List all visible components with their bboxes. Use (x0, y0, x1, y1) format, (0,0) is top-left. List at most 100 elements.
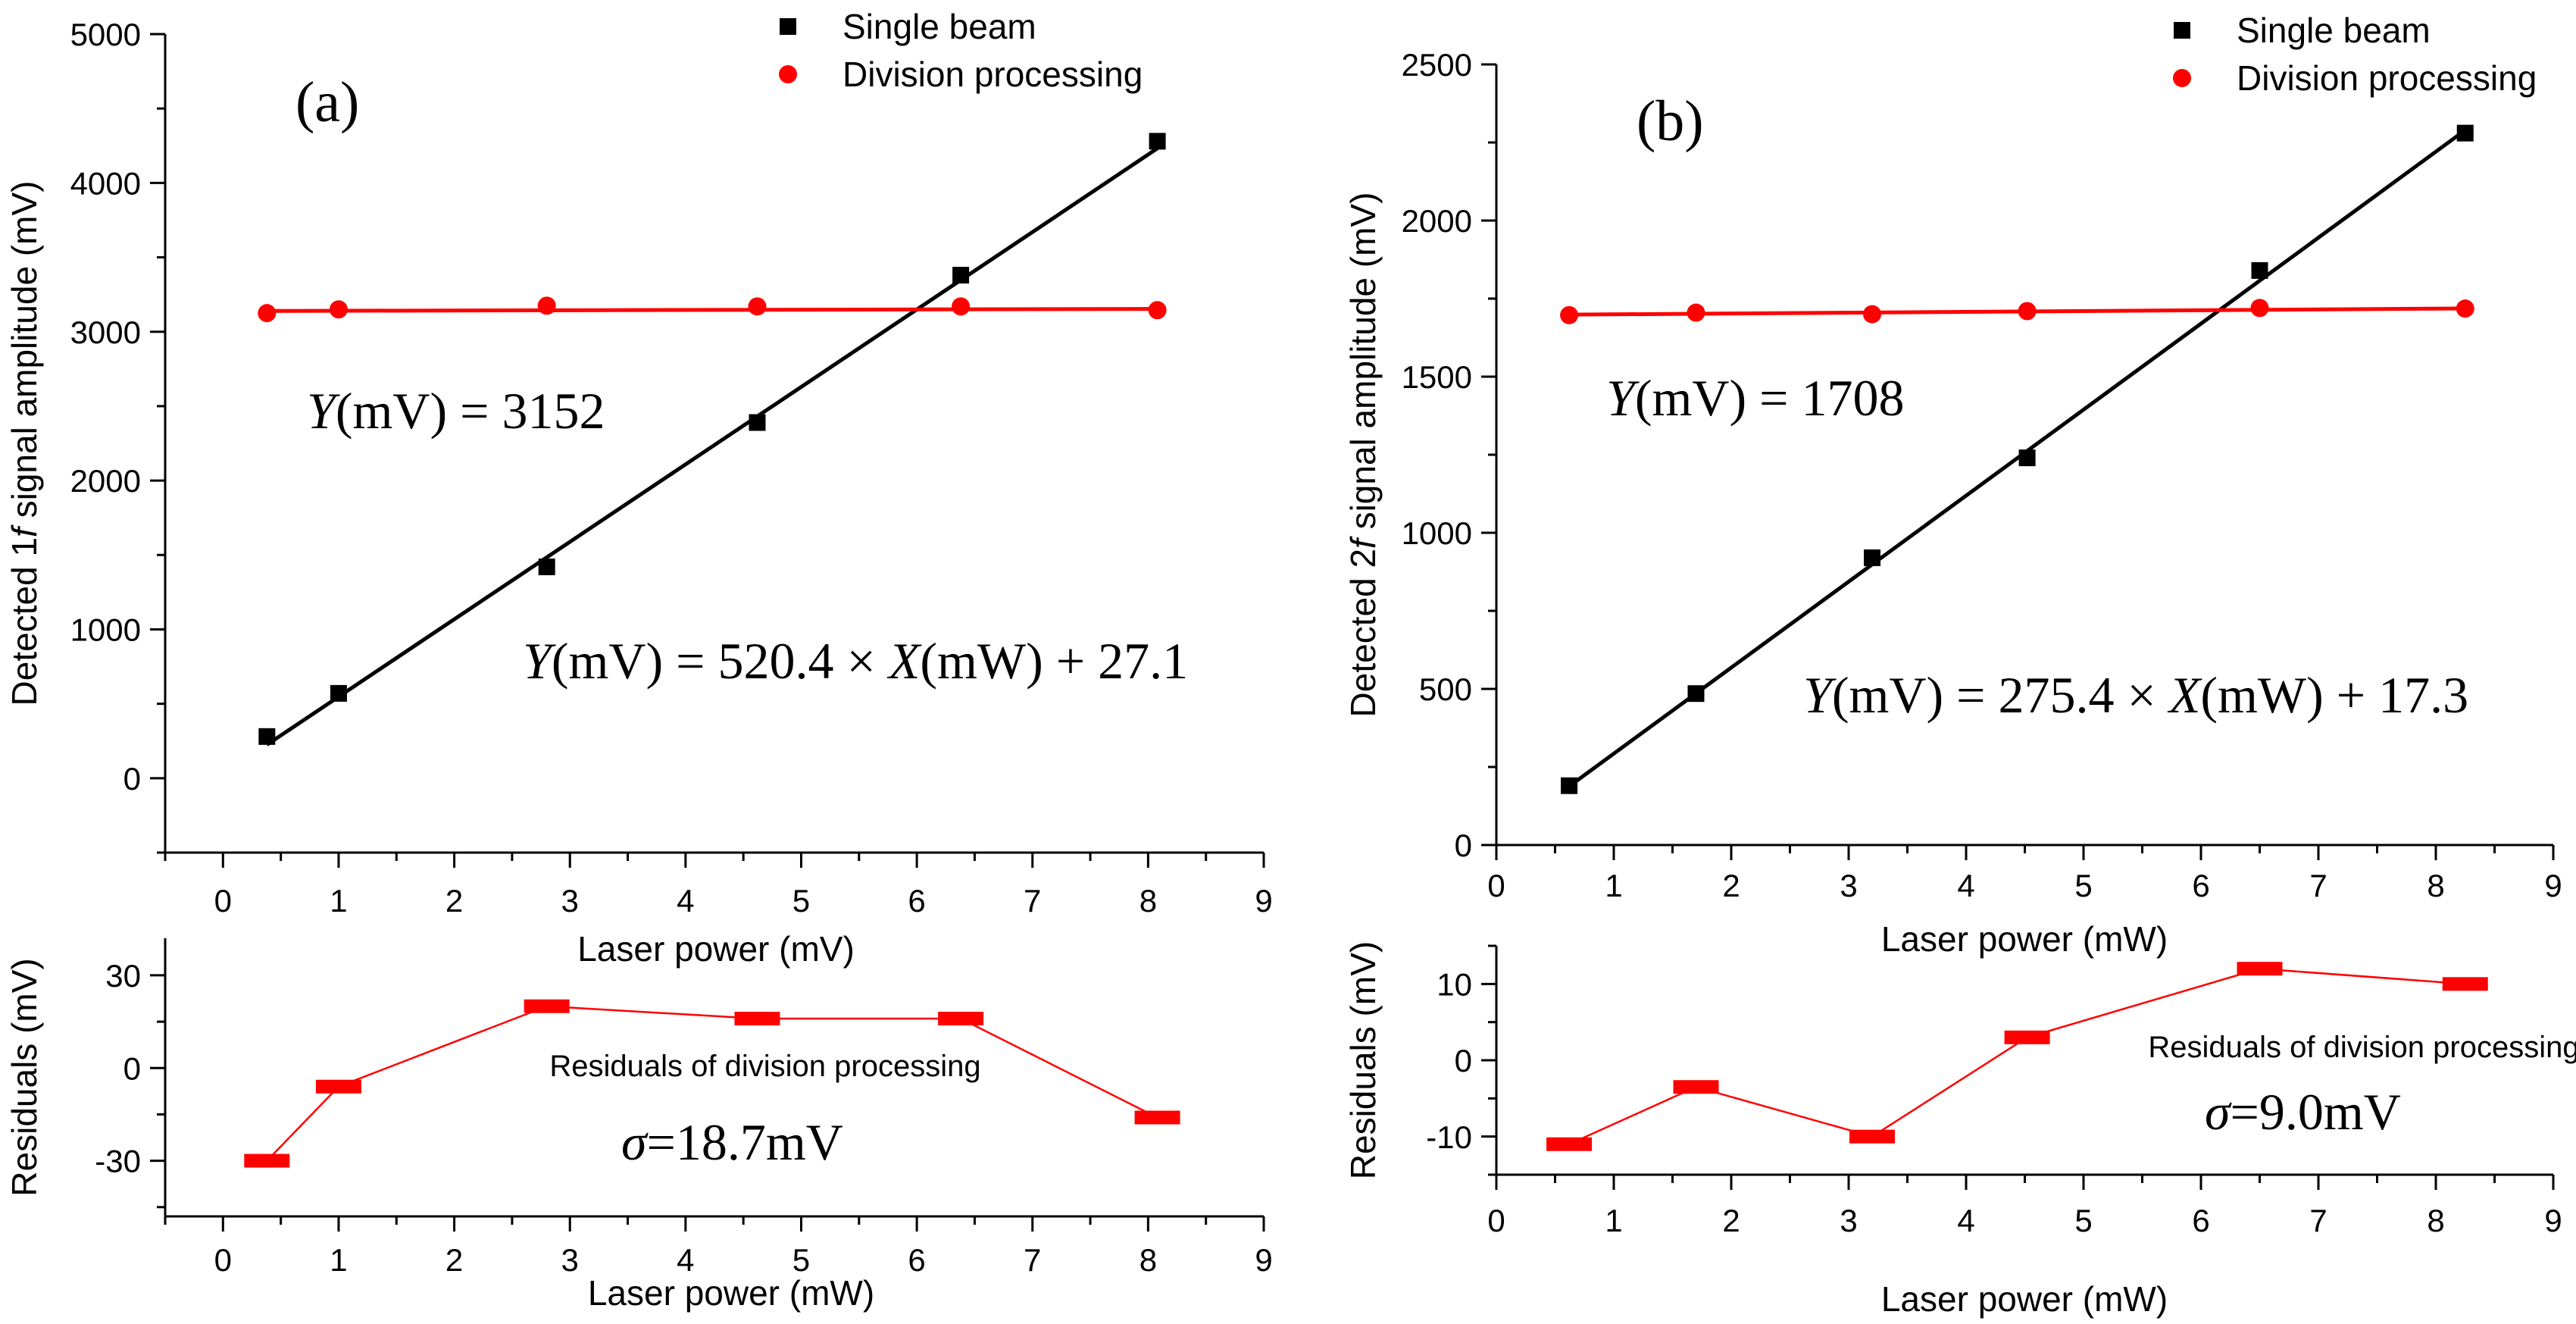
panel-a-panel-label: (a) (295, 70, 359, 134)
panel-a-residuals-point (244, 1153, 290, 1168)
panel-a-residuals-y-label: Residuals (mV) (5, 958, 44, 1196)
panel-b-residuals-point (1546, 1137, 1593, 1151)
panel-a-series-single-beam-equation-y: Y (523, 632, 556, 690)
panel-b-series-division-point (1560, 305, 1579, 324)
panel-b-series-division-point (2250, 299, 2269, 318)
panel-b-y-label: Detected 2f signal amplitude (mV) (1343, 192, 1383, 718)
panel-b-series-division-equation: Y(mV) = 1708 (1606, 369, 1904, 427)
panel-b-main-x-tick-label: 5 (2074, 868, 2092, 903)
panel-b-residuals-point (2237, 962, 2283, 976)
panel-a-residuals-sigma-symbol: σ (621, 1113, 649, 1171)
panel-a-series-division-point (329, 300, 348, 319)
panel-a-series-division-equation: Y(mV) = 3152 (307, 382, 605, 440)
panel-b-legend-marker (2174, 22, 2190, 39)
panel-a-legend-marker (780, 18, 796, 35)
panel-a-residuals-y-tick-label: 30 (105, 958, 141, 994)
panel-a-series-single-beam-equation: Y(mV) = 520.4 × X(mW) + 27.1 (523, 632, 1188, 690)
panel-a-y-label: Detected 1f signal amplitude (mV) (5, 181, 44, 706)
panel-b-residuals-point (1849, 1129, 1895, 1144)
panel-a-series-single-beam-point (330, 684, 347, 702)
panel-b-residuals-x-tick-label: 6 (2192, 1203, 2209, 1238)
panel-a-x-label: Laser power (mV) (577, 929, 855, 969)
panel-b-residuals-x-tick-label: 3 (1840, 1203, 1857, 1238)
panel-a-series-single-beam-equation-part2: (mW) + 27.1 (920, 632, 1188, 690)
panel-b-main-x-tick-label: 6 (2192, 868, 2209, 903)
panel-a-main-x-tick-label: 9 (1255, 883, 1272, 919)
panel-b-main-x-tick-label: 2 (1722, 868, 1740, 903)
panel-a-main-y-tick-label: 2000 (70, 463, 141, 499)
panel-b-main-y-tick-label: 0 (1455, 828, 1472, 863)
panel-b-residuals-x-label: Laser power (mW) (1881, 1279, 2168, 1319)
panel-b-main-x-tick-label: 1 (1605, 868, 1622, 903)
panel-b-residuals-point (2442, 977, 2488, 991)
panel-a-residuals-point (315, 1079, 361, 1094)
panel-a-main-y-tick-label: 0 (123, 761, 141, 797)
panel-b-main-x-tick-label: 9 (2544, 868, 2562, 903)
panel-a-main-x-tick-label: 1 (330, 883, 347, 919)
panel-b-legend-marker (2173, 69, 2191, 87)
panel-b-series-single-beam-equation-part1: (mV) = 275.4 × (1832, 666, 2169, 724)
panel-b-series-single-beam-equation-x: X (2167, 666, 2202, 724)
panel-b-series-single-beam-point (1561, 777, 1578, 794)
panel-a-series-division-fit-line (267, 307, 1158, 313)
panel-b-legend-label: Division processing (2237, 58, 2537, 98)
panel-b-residuals-title: Residuals of division processing (2148, 1031, 2576, 1064)
panel-a-residuals-x-tick-label: 6 (908, 1242, 925, 1278)
panel-a-main-y-tick-label: 5000 (70, 17, 141, 52)
panel-a-main-x-tick-label: 0 (214, 883, 232, 919)
panel-b-residuals-x-tick-label: 4 (1957, 1203, 1974, 1238)
panel-a-series-single-beam-equation-x: X (886, 632, 922, 690)
panel-b-main-x-tick-label: 8 (2427, 868, 2444, 903)
panel-b-series-division-point (2018, 302, 2037, 321)
panel-a-residuals-point (524, 999, 570, 1013)
panel-a-residuals-x-tick-label: 9 (1255, 1242, 1272, 1278)
panel-b-main-y-tick-label: 2000 (1402, 203, 1472, 239)
panel-b-main-x-tick-label: 3 (1840, 868, 1857, 903)
panel-a-main-y-tick-label: 1000 (70, 612, 141, 648)
panel-b-residuals-x-tick-label: 1 (1605, 1203, 1622, 1238)
panel-a-series-single-beam-point (258, 728, 276, 745)
panel-a-series-division-equation-part1: (mV) = 3152 (336, 382, 605, 440)
panel-b-y-label-suffix: signal amplitude (mV) (1343, 192, 1383, 540)
panel-a-legend-label: Division processing (843, 55, 1143, 94)
panel-b-residuals-x-tick-label: 0 (1487, 1203, 1505, 1238)
panel-a-series-division-equation-y: Y (307, 382, 340, 440)
panel-a-main-x-tick-label: 5 (792, 883, 810, 919)
panel-b-residuals-sigma-value: =9.0mV (2231, 1083, 2401, 1141)
panel-b-series-single-beam-equation: Y(mV) = 275.4 × X(mW) + 17.3 (1803, 666, 2468, 724)
panel-b-y-label-f: f (1343, 536, 1383, 549)
panel-a-main-x-tick-label: 6 (908, 883, 925, 919)
panel-a-residuals-point (938, 1012, 984, 1026)
panel-b-residuals-x-tick-label: 2 (1722, 1203, 1740, 1238)
panel-b-series-division-point (1687, 303, 1705, 322)
panel-b-series-single-beam-point (2456, 124, 2474, 142)
panel-b-series-division-fit-line (1569, 306, 2465, 317)
panel-a-main-y-tick-label: 3000 (70, 315, 141, 350)
panel-b-main-y-tick-label: 1000 (1402, 515, 1472, 551)
panel-a-main-x-tick-label: 8 (1140, 883, 1157, 919)
panel-a-residuals-x-tick-label: 4 (677, 1242, 694, 1278)
panel-b-series-division-point (1863, 305, 1881, 324)
panel-b-main-x-tick-label: 7 (2309, 868, 2327, 903)
panel-a-series-division-point (952, 297, 971, 316)
panel-b-residuals-x-tick-label: 9 (2544, 1203, 2562, 1238)
panel-a-series-division-point (537, 296, 556, 315)
panel-b-series-single-beam-point (1864, 549, 1880, 566)
panel-b-series-division-equation-y: Y (1606, 369, 1640, 427)
panel-a-residuals-y-tick-label: 0 (123, 1050, 141, 1086)
panel-a-residuals: 0 1 2 3 4 5 6 7 8 9 -30 0 30 Residuals (mV) Laser powe… (5, 938, 1273, 1313)
panel-a-main-x-tick-label: 2 (445, 883, 463, 919)
panel-a-main-x-tick-label: 7 (1024, 883, 1041, 919)
panel-b-main-x-tick-label: 0 (1487, 868, 1505, 903)
panel-a-residuals-x-tick-label: 2 (445, 1242, 463, 1278)
panel-a-residuals-y-tick-label: -30 (95, 1144, 141, 1179)
panel-b-series-division-equation-part1: (mV) = 1708 (1635, 369, 1905, 427)
panel-b-residuals-sigma: σ=9.0mV (2205, 1083, 2401, 1141)
panel-a-residuals-sigma: σ=18.7mV (621, 1113, 843, 1171)
panel-a-y-label-prefix: Detected 1 (5, 537, 44, 706)
panel-a-legend-marker (779, 65, 797, 83)
panel-b-residuals-y-tick-label: 10 (1436, 966, 1472, 1002)
panel-a-residuals-x-tick-label: 7 (1024, 1242, 1041, 1278)
